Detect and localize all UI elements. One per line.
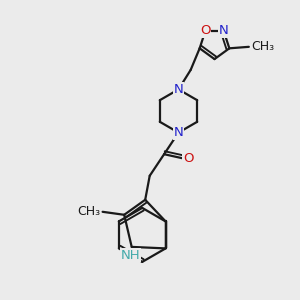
Text: NH: NH — [120, 249, 140, 262]
Text: N: N — [174, 83, 183, 96]
Text: N: N — [174, 126, 183, 139]
Text: O: O — [183, 152, 194, 165]
Text: CH₃: CH₃ — [77, 205, 100, 218]
Text: O: O — [200, 24, 211, 38]
Text: N: N — [219, 24, 229, 38]
Text: CH₃: CH₃ — [251, 40, 274, 53]
